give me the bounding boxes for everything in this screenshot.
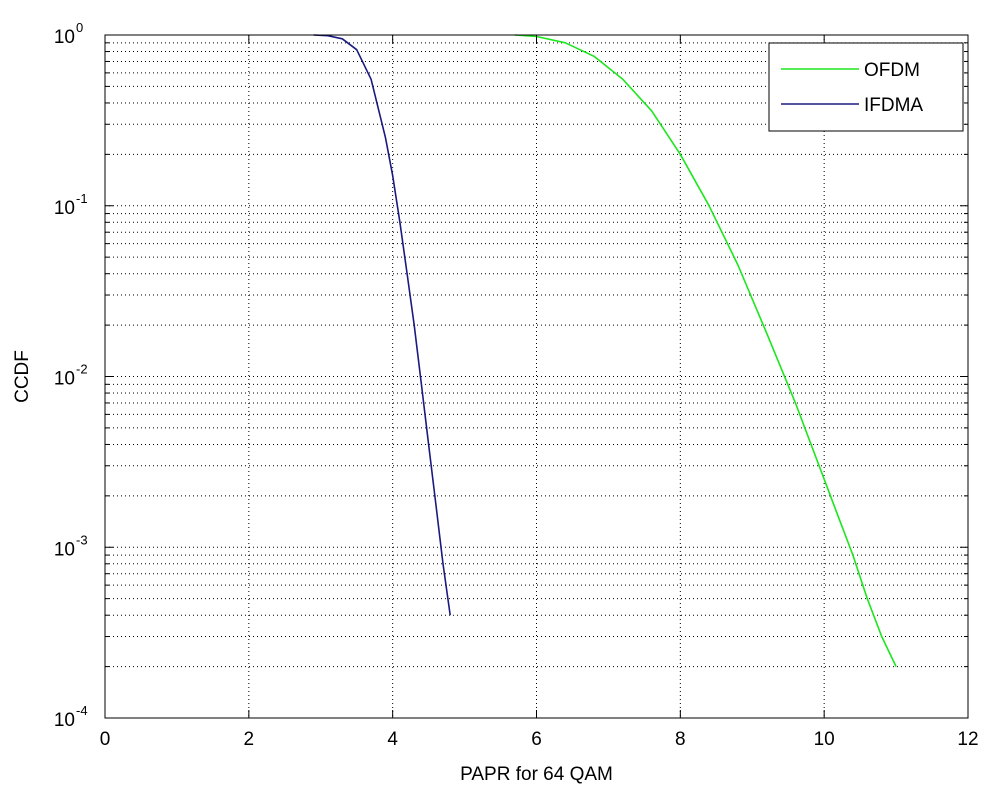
legend-box (768, 42, 964, 132)
tick-marks (104, 34, 969, 719)
y-tick-label: 10 -2 (54, 362, 88, 390)
legend-label: OFDM (864, 60, 920, 81)
y-axis-label: CCDF (12, 350, 33, 403)
y-tick-label: 10 -3 (54, 532, 88, 560)
y-tick-label-base: 10 (54, 710, 75, 731)
y-tick-label-base: 10 (54, 27, 75, 48)
y-tick-label-exponent: -3 (76, 532, 88, 547)
legend-item-ifdma: IFDMA (781, 95, 923, 116)
x-tick-label: 6 (531, 729, 542, 750)
y-tick-label-base: 10 (54, 369, 75, 390)
x-tick-label: 8 (675, 729, 686, 750)
plot-series (313, 34, 897, 667)
x-tick-label: 2 (244, 729, 255, 750)
x-tick-label: 10 (814, 729, 835, 750)
y-tick-label-base: 10 (54, 539, 75, 560)
legend: OFDM IFDMA (768, 42, 964, 132)
y-tick-label-exponent: -4 (76, 703, 88, 718)
y-tick-label-exponent: -1 (76, 191, 88, 206)
x-tick-label: 12 (957, 729, 978, 750)
x-tick-labels: 0 2 4 6 8 10 12 (100, 729, 979, 750)
legend-label: IFDMA (864, 95, 923, 116)
series-line-ofdm (514, 34, 897, 667)
legend-item-ofdm: OFDM (781, 60, 920, 81)
x-tick-label: 0 (100, 729, 111, 750)
x-tick-label: 4 (387, 729, 398, 750)
y-tick-label-base: 10 (54, 198, 75, 219)
series-line-ifdma (313, 34, 451, 616)
y-tick-label: 10 -1 (54, 191, 88, 219)
y-tick-label: 10 0 (54, 20, 83, 48)
x-axis-label: PAPR for 64 QAM (460, 764, 613, 785)
y-tick-label-exponent: -2 (76, 362, 88, 377)
y-tick-label: 10 -4 (54, 703, 88, 731)
y-tick-label-exponent: 0 (76, 20, 83, 35)
